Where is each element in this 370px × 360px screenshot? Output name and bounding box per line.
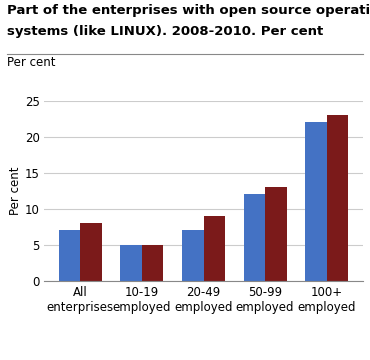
Bar [80, 223, 102, 281]
Bar [59, 230, 80, 281]
Bar [305, 122, 327, 281]
Bar [243, 194, 265, 281]
Bar [327, 115, 348, 281]
Bar [265, 187, 287, 281]
Bar [204, 216, 225, 281]
Text: systems (like LINUX). 2008-2010. Per cent: systems (like LINUX). 2008-2010. Per cen… [7, 25, 324, 38]
Text: Part of the enterprises with open source operating: Part of the enterprises with open source… [7, 4, 370, 17]
Y-axis label: Per cent: Per cent [9, 167, 22, 215]
Bar [142, 245, 164, 281]
Text: Per cent: Per cent [7, 56, 56, 69]
Bar [120, 245, 142, 281]
Bar [182, 230, 204, 281]
